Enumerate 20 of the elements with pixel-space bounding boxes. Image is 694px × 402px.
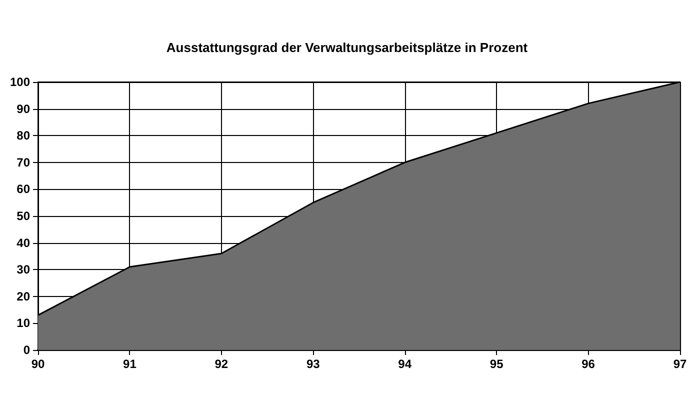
y-tick-label: 60: [16, 182, 30, 196]
x-tick-label: 91: [123, 357, 137, 371]
y-tick-label: 90: [16, 102, 30, 116]
y-tick-label: 100: [10, 75, 30, 89]
y-tick-label: 0: [23, 343, 30, 357]
y-tick-label: 20: [16, 289, 30, 304]
chart-title: Ausstattungsgrad der Verwaltungsarbeitsplätze in Prozent: [166, 40, 528, 55]
y-tick-label: 10: [16, 316, 30, 330]
x-tick-label: 94: [398, 357, 412, 371]
x-tick-label: 97: [673, 357, 687, 371]
x-tick-label: 92: [214, 357, 228, 371]
x-tick-label: 95: [490, 357, 504, 371]
x-tick-label: 90: [31, 357, 45, 371]
x-tick-label: 93: [306, 357, 320, 371]
y-tick-label: 50: [16, 209, 30, 223]
y-tick-label: 80: [16, 128, 30, 143]
x-tick-label: 96: [582, 357, 596, 371]
y-tick-label: 40: [16, 236, 30, 250]
y-tick-label: 70: [16, 155, 30, 170]
y-tick-label: 30: [16, 262, 30, 277]
